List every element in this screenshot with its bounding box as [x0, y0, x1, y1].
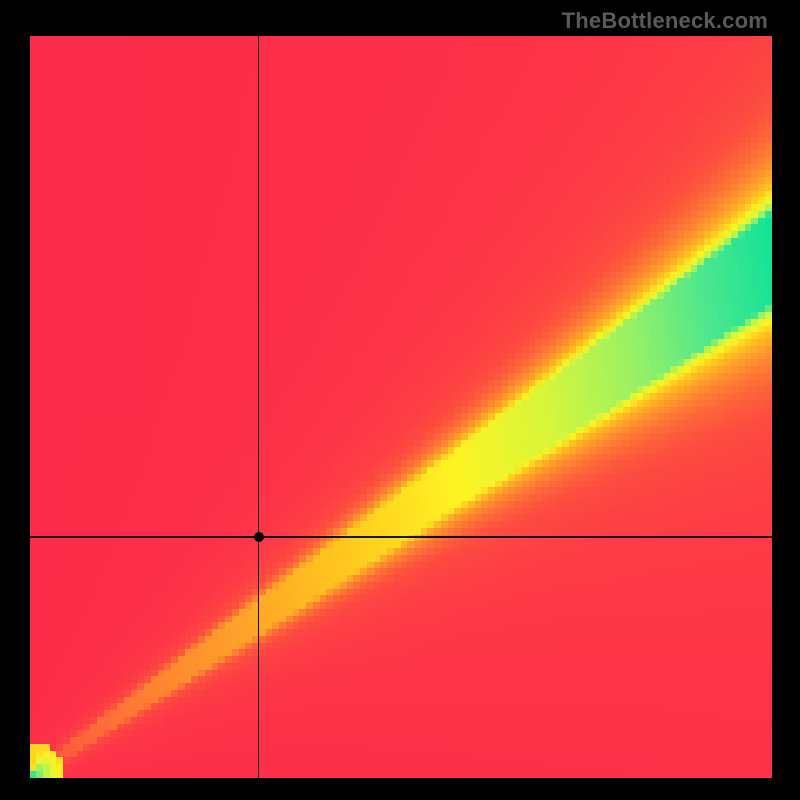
heatmap-canvas	[30, 36, 772, 778]
watermark-label: TheBottleneck.com	[562, 8, 768, 34]
crosshair-vertical	[258, 36, 260, 778]
heatmap-plot	[30, 36, 772, 778]
chart-container: TheBottleneck.com	[0, 0, 800, 800]
crosshair-horizontal	[30, 536, 772, 538]
crosshair-marker	[254, 532, 264, 542]
